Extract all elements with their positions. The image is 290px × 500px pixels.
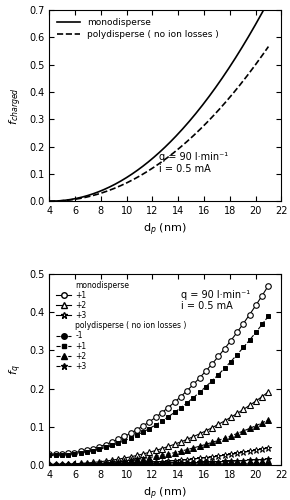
X-axis label: d$_p$ (nm): d$_p$ (nm): [144, 222, 187, 238]
polydisperse ( no ion losses ): [48, 198, 51, 204]
polydisperse ( no ion losses ): [248, 70, 251, 75]
Line: polydisperse ( no ion losses ): polydisperse ( no ion losses ): [49, 46, 269, 201]
polydisperse ( no ion losses ): [56, 198, 60, 204]
monodisperse: [256, 18, 259, 24]
polydisperse ( no ion losses ): [267, 44, 270, 50]
X-axis label: d$_p$ (nm): d$_p$ (nm): [144, 486, 187, 500]
Y-axis label: f$_q$: f$_q$: [7, 364, 23, 374]
monodisperse: [248, 32, 251, 38]
Legend: monodisperse, +1, +2, +3, polydisperse ( no ion losses ), -1, +1, +2, +3: monodisperse, +1, +2, +3, polydisperse (…: [53, 278, 190, 374]
Line: monodisperse: monodisperse: [49, 1, 269, 201]
Text: q = 90 l·min⁻¹
i = 0.5 mA: q = 90 l·min⁻¹ i = 0.5 mA: [181, 290, 250, 312]
monodisperse: [48, 198, 51, 204]
polydisperse ( no ion losses ): [256, 59, 259, 65]
Y-axis label: f$_{charged}$: f$_{charged}$: [7, 86, 23, 124]
monodisperse: [106, 185, 109, 191]
monodisperse: [61, 198, 64, 203]
polydisperse ( no ion losses ): [106, 188, 109, 194]
Legend: monodisperse, polydisperse ( no ion losses ): monodisperse, polydisperse ( no ion loss…: [54, 14, 223, 42]
Text: q = 90 l·min⁻¹
i = 0.5 mA: q = 90 l·min⁻¹ i = 0.5 mA: [159, 152, 228, 174]
monodisperse: [88, 192, 92, 198]
monodisperse: [267, 0, 270, 4]
polydisperse ( no ion losses ): [61, 198, 64, 203]
polydisperse ( no ion losses ): [88, 194, 92, 200]
monodisperse: [56, 198, 60, 204]
